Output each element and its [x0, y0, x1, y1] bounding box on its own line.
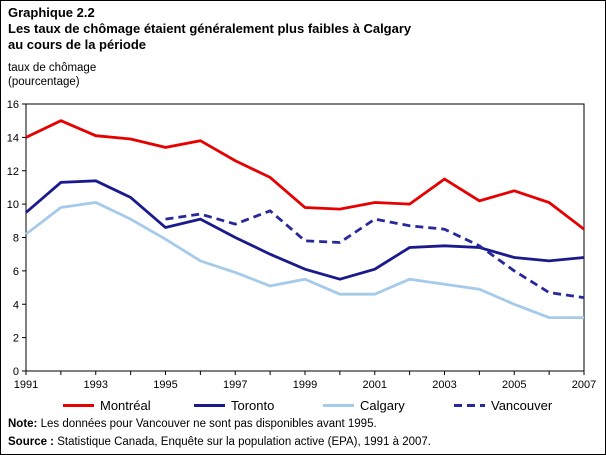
x-tick-label: 2003: [432, 379, 456, 391]
series-line-calgary: [25, 201, 584, 320]
legend-label-vancouver: Vancouver: [491, 398, 553, 413]
note: Note: Les données pour Vancouver ne sont…: [8, 417, 377, 431]
y-tick-label: 8: [13, 233, 19, 245]
legend-item-calgary: Calgary: [323, 398, 405, 413]
calgary-line-swatch: [323, 404, 354, 407]
source-text: Statistique Canada, Enquête sur la popul…: [54, 436, 431, 448]
series-line-montreal: [25, 119, 585, 231]
source: Source : Statistique Canada, Enquête sur…: [8, 435, 431, 449]
series-line-vancouver: [165, 209, 585, 299]
figure-title-line1: Les taux de chômage étaient généralement…: [8, 21, 412, 36]
figure-number: Graphique 2.2: [8, 5, 95, 20]
series-line-toronto: [25, 179, 585, 281]
y-axis-unit-label: taux de chômage (pourcentage): [8, 61, 96, 89]
x-tick-label: 1993: [84, 379, 108, 391]
y-tick-label: 10: [7, 199, 19, 211]
x-tick-label: 2001: [363, 379, 387, 391]
figure-title-line2: au cours de la période: [8, 37, 146, 52]
y-axis-unit-line1: taux de chômage: [8, 62, 97, 74]
x-tick-label: 1995: [153, 379, 177, 391]
x-tick-label: 1991: [14, 379, 38, 391]
y-tick-label: 14: [7, 132, 19, 144]
toronto-line-swatch: [194, 404, 225, 407]
x-tick-label: 1997: [223, 379, 247, 391]
vancouver-line-swatch: [454, 404, 485, 407]
y-tick-label: 2: [13, 333, 19, 345]
y-tick-label: 6: [13, 266, 19, 278]
legend-item-vancouver: Vancouver: [454, 398, 552, 413]
legend-label-montreal: Montréal: [100, 398, 151, 413]
legend-label-calgary: Calgary: [360, 398, 405, 413]
legend-label-toronto: Toronto: [231, 398, 275, 413]
plot-area: [25, 103, 585, 372]
line-chart: 0 2 4 6 8 10 12 14 16 1991 1993 1995 1997 1999 2001 200…: [7, 99, 596, 391]
note-prefix: Note:: [8, 418, 38, 430]
y-tick-label: 0: [13, 366, 19, 378]
y-tick-label: 16: [7, 99, 19, 111]
figure-header: Graphique 2.2 Les taux de chômage étaien…: [8, 5, 411, 53]
note-text: Les données pour Vancouver ne sont pas d…: [37, 418, 377, 430]
source-prefix: Source :: [8, 436, 55, 448]
montreal-line-swatch: [63, 404, 94, 407]
x-tick-label: 1999: [293, 379, 317, 391]
y-tick-label: 4: [13, 299, 19, 311]
legend-item-toronto: Toronto: [194, 398, 274, 413]
x-tick-label: 2005: [502, 379, 526, 391]
y-axis-unit-line2: (pourcentage): [8, 76, 80, 88]
y-tick-label: 12: [7, 166, 19, 178]
x-tick-label: 2007: [572, 379, 596, 391]
legend-item-montreal: Montréal: [63, 398, 151, 413]
